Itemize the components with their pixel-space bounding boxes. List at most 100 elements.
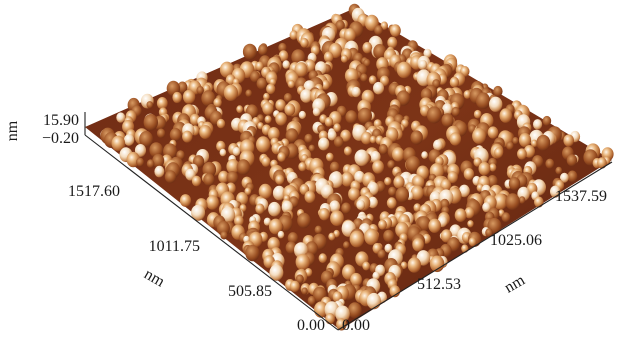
surface-grain — [283, 93, 292, 103]
surface-grain — [154, 165, 165, 178]
surface-grain — [426, 106, 442, 124]
surface-grain — [261, 156, 271, 167]
surface-grain — [351, 86, 361, 98]
surface-grain — [368, 75, 377, 85]
surface-grain — [134, 144, 147, 157]
x-tick-label: 1025.06 — [490, 232, 542, 249]
surface-grain — [191, 204, 206, 221]
surface-grain — [278, 50, 289, 62]
surface-grain — [216, 118, 226, 129]
surface-grain — [400, 261, 408, 270]
surface-grain — [501, 212, 511, 223]
surface-grain — [123, 134, 135, 146]
surface-grain — [318, 137, 330, 151]
surface-grain — [390, 24, 401, 37]
surface-grain — [300, 89, 313, 103]
surface-grain — [219, 148, 227, 157]
surface-grain — [545, 158, 555, 169]
surface-grain — [255, 203, 265, 215]
surface-grain — [531, 139, 538, 148]
surface-grain — [494, 147, 504, 158]
surface-grain — [454, 208, 467, 222]
surface-grain — [395, 187, 410, 203]
surface-grain — [285, 128, 299, 143]
y-tick-label: 0.00 — [297, 317, 325, 334]
x-tick-label: 512.53 — [417, 276, 461, 293]
surface-grain — [413, 203, 422, 213]
surface-grain — [387, 36, 398, 49]
surface-grain — [298, 162, 307, 172]
surface-grain — [360, 73, 368, 82]
surface-grain — [449, 76, 460, 88]
surface-grain — [307, 295, 316, 306]
surface-grain — [343, 28, 356, 42]
y-axis-line — [84, 134, 339, 331]
x-tick-label: 1537.59 — [555, 188, 607, 205]
surface-grain — [475, 92, 491, 109]
surface-grain — [277, 230, 285, 239]
surface-grain — [285, 241, 297, 254]
surface-grain — [388, 186, 397, 197]
surface-grain — [335, 20, 345, 31]
surface-grain — [258, 44, 268, 56]
surface-grain — [555, 166, 563, 175]
surface-grain — [304, 133, 313, 144]
z-axis: 15.90 −0.20 nm — [4, 112, 79, 147]
surface-grain — [268, 201, 281, 217]
surface-grain — [364, 228, 379, 246]
surface-grain — [255, 61, 264, 71]
surface-grain — [412, 238, 424, 252]
surface-grain — [242, 43, 257, 60]
surface-grain — [536, 134, 551, 151]
surface-grain — [412, 175, 425, 189]
surface-grain — [389, 285, 401, 298]
surface-grain — [478, 161, 491, 176]
surface-grain — [421, 151, 428, 159]
surface-grain — [374, 25, 383, 36]
surface-grain — [407, 257, 421, 273]
surface-grain — [341, 172, 354, 187]
surface-grain — [463, 168, 475, 180]
x-tick-label: 0.00 — [342, 317, 370, 334]
surface-grain — [327, 130, 337, 141]
surface-grain — [373, 81, 384, 95]
surface-grain — [275, 99, 286, 111]
surface-grain — [387, 160, 395, 169]
surface-layer — [85, 3, 614, 331]
surface-grain — [410, 130, 423, 145]
surface-grain — [405, 155, 421, 173]
surface-grain — [264, 115, 272, 124]
surface-grain — [345, 110, 358, 124]
surface-grain — [275, 112, 287, 126]
surface-grain — [325, 313, 335, 325]
surface-grain — [201, 90, 216, 107]
surface-grain — [172, 91, 182, 104]
surface-grain — [245, 244, 260, 262]
surface-grain — [218, 170, 230, 184]
surface-grain — [213, 97, 222, 108]
surface-grain — [567, 170, 578, 183]
surface-grain — [393, 175, 405, 189]
surface-grain — [321, 79, 330, 90]
surface-grain — [370, 151, 381, 163]
surface-grain — [199, 125, 212, 139]
surface-grain — [156, 97, 168, 110]
x-axis-line — [337, 161, 613, 331]
surface-grain — [341, 202, 351, 214]
surface-grain — [489, 163, 497, 172]
y-axis-label: nm — [141, 266, 168, 291]
surface-grain — [335, 305, 350, 323]
surface-grain — [244, 187, 252, 196]
surface-grain — [111, 135, 126, 152]
y-tick-label: 1011.75 — [149, 238, 200, 255]
x-axis-label: nm — [502, 271, 529, 296]
surface-grain — [467, 220, 474, 228]
surface-grains — [100, 3, 614, 331]
surface-grain — [257, 122, 264, 130]
surface-grain — [318, 253, 327, 264]
surface-grain — [363, 58, 371, 67]
surface-grain — [347, 302, 362, 319]
surface-grain — [191, 175, 202, 187]
